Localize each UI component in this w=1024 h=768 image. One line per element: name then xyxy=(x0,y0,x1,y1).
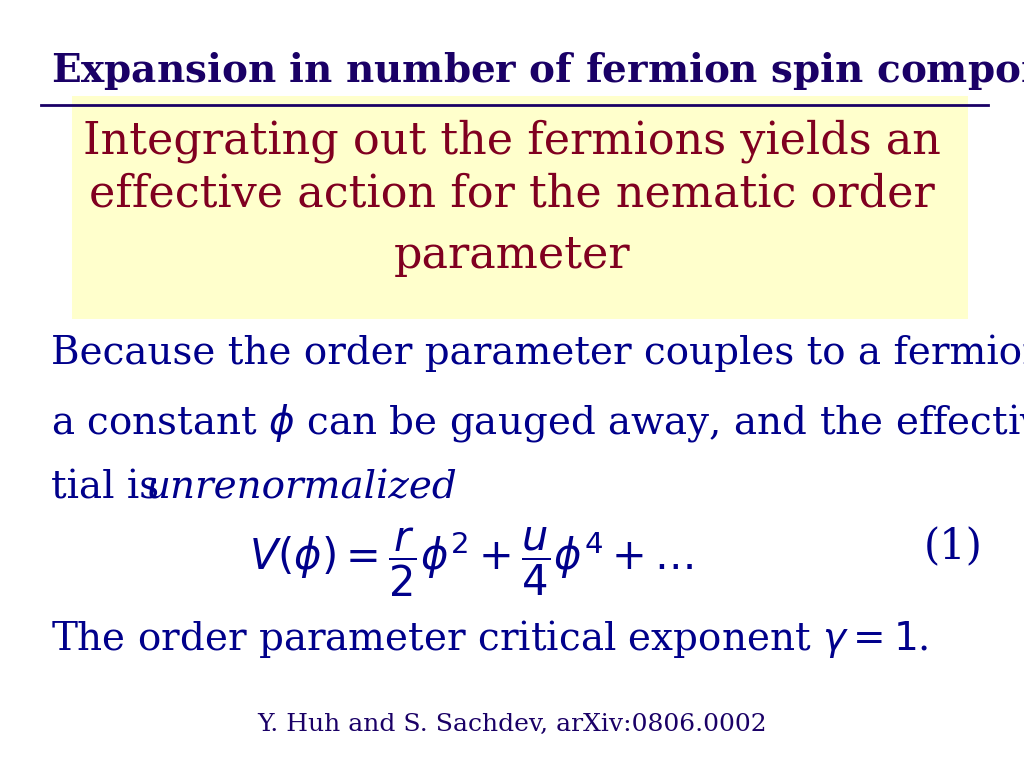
Text: effective action for the nematic order: effective action for the nematic order xyxy=(89,173,935,216)
FancyBboxPatch shape xyxy=(72,96,968,319)
Text: Y. Huh and S. Sachdev, arXiv:0806.0002: Y. Huh and S. Sachdev, arXiv:0806.0002 xyxy=(257,713,767,736)
Text: a constant $\phi$ can be gauged away, and the effective poten-: a constant $\phi$ can be gauged away, an… xyxy=(51,402,1024,444)
Text: Expansion in number of fermion spin components $N_f$: Expansion in number of fermion spin comp… xyxy=(51,50,1024,92)
Text: (1): (1) xyxy=(925,526,983,568)
Text: unrenormalized: unrenormalized xyxy=(145,469,457,506)
Text: parameter: parameter xyxy=(393,234,631,277)
Text: The order parameter critical exponent $\gamma = 1$.: The order parameter critical exponent $\… xyxy=(51,618,929,660)
Text: Because the order parameter couples to a fermion current,: Because the order parameter couples to a… xyxy=(51,334,1024,372)
Text: Integrating out the fermions yields an: Integrating out the fermions yields an xyxy=(83,119,941,163)
Text: tial is: tial is xyxy=(51,469,172,506)
Text: $V(\phi) = \dfrac{r}{2}\phi^2 + \dfrac{u}{4}\phi^4 + \ldots$: $V(\phi) = \dfrac{r}{2}\phi^2 + \dfrac{u… xyxy=(249,526,693,599)
